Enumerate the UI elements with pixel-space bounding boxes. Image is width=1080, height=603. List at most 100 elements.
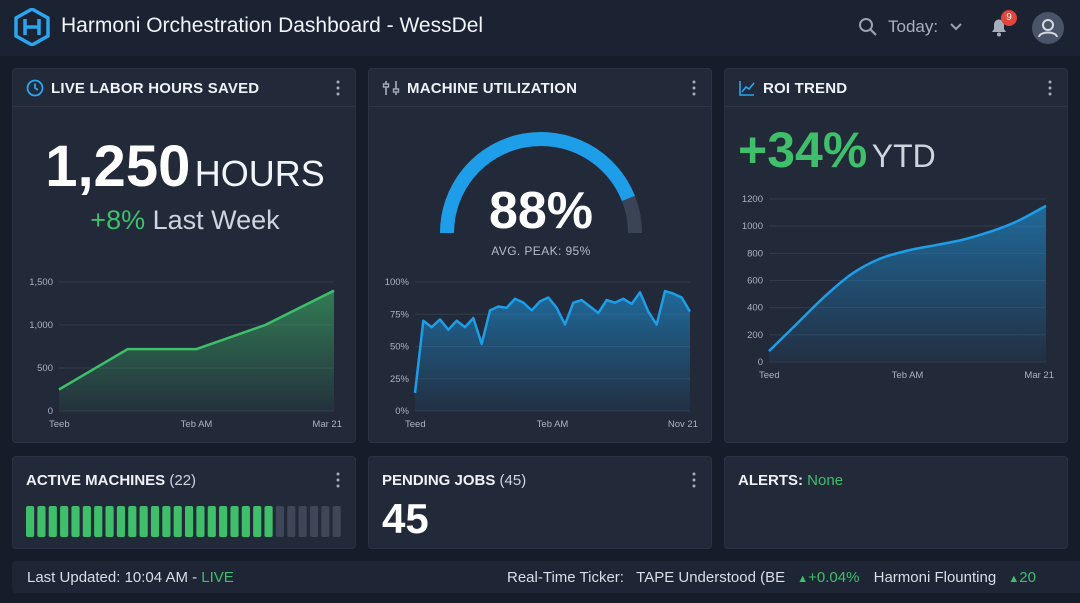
notification-badge: 9 bbox=[1001, 10, 1017, 26]
y-tick-label: 0 bbox=[48, 406, 53, 417]
machine-segment-active bbox=[26, 506, 35, 537]
date-filter[interactable]: Today: bbox=[888, 17, 939, 36]
y-tick-label: 75% bbox=[390, 309, 410, 320]
machine-segment-active bbox=[60, 506, 69, 537]
pending-jobs-value: 45 bbox=[382, 495, 429, 542]
utilization-gauge bbox=[440, 132, 642, 234]
pending-jobs-header: PENDING JOBS (45) bbox=[382, 472, 526, 489]
card-header: MACHINE UTILIZATION bbox=[369, 69, 711, 107]
machine-segment-active bbox=[162, 506, 171, 537]
labor-value-row: 1,250 HOURS bbox=[13, 133, 357, 200]
machine-segment-active bbox=[116, 506, 126, 537]
machine-status-bar bbox=[26, 506, 341, 537]
y-tick-label: 1000 bbox=[742, 221, 763, 232]
roi-suffix: YTD bbox=[871, 138, 936, 174]
labor-hours-card: LIVE LABOR HOURS SAVED 1,250 HOURS +8% L… bbox=[12, 68, 356, 443]
machine-segment-active bbox=[230, 506, 239, 537]
pending-jobs-card: PENDING JOBS (45) 45 bbox=[368, 456, 712, 549]
sliders-icon bbox=[382, 81, 400, 95]
clock-icon bbox=[26, 79, 44, 97]
avatar[interactable] bbox=[1032, 12, 1064, 44]
machine-segment-active bbox=[37, 506, 46, 537]
alerts-header: ALERTS: None bbox=[738, 472, 843, 489]
ticker-item-name: TAPE Understood (BE bbox=[636, 569, 786, 586]
more-options-icon[interactable] bbox=[335, 80, 341, 96]
roi-value-row: +34% YTD bbox=[738, 121, 936, 179]
y-tick-label: 50% bbox=[390, 342, 410, 353]
ticker-up-icon: ▲ bbox=[1008, 573, 1020, 585]
y-tick-label: 1,000 bbox=[29, 320, 53, 331]
ticker-item-change: +0.04% bbox=[808, 569, 860, 586]
card-title: MACHINE UTILIZATION bbox=[407, 80, 578, 97]
series-line bbox=[413, 289, 692, 394]
more-options-icon[interactable] bbox=[691, 80, 697, 96]
machine-segment-idle bbox=[332, 506, 341, 537]
x-tick-label: Nov 21 bbox=[668, 419, 698, 430]
machine-segment-active bbox=[139, 506, 148, 537]
area-fill bbox=[769, 205, 1046, 362]
labor-hours-unit: HOURS bbox=[194, 153, 325, 194]
more-options-icon[interactable] bbox=[335, 472, 341, 488]
machine-segment-active bbox=[241, 506, 250, 537]
card-title: ACTIVE MACHINES bbox=[26, 472, 166, 489]
alerts-card: ALERTS: None bbox=[724, 456, 1068, 549]
y-tick-label: 1,500 bbox=[29, 277, 53, 288]
labor-delta-row: +8% Last Week bbox=[13, 205, 357, 236]
machine-segment-active bbox=[150, 506, 160, 537]
y-tick-label: 25% bbox=[390, 374, 410, 385]
utilization-chart: 0% 25% 50% 75% 100% Teed Teb AM Nov 21 bbox=[385, 277, 698, 430]
y-tick-label: 800 bbox=[747, 248, 763, 259]
x-tick-label: Teed bbox=[405, 419, 426, 430]
machine-segment-active bbox=[196, 506, 205, 537]
machine-segment-active bbox=[207, 506, 216, 537]
pending-jobs-count: (45) bbox=[499, 472, 527, 489]
x-tick-label: Teb AM bbox=[537, 419, 569, 430]
machine-segment-active bbox=[94, 506, 103, 537]
x-tick-label: Teb AM bbox=[181, 419, 213, 430]
ticker-up-icon: ▲ bbox=[797, 573, 809, 585]
status-bar: Last Updated: 10:04 AM - LIVE Real-Time … bbox=[12, 561, 1080, 593]
top-bar: Harmoni Orchestration Dashboard - WessDe… bbox=[0, 0, 1080, 56]
series-line bbox=[768, 204, 1047, 353]
machine-segment-active bbox=[128, 506, 137, 537]
machine-segment-active bbox=[173, 506, 182, 537]
machine-segment-active bbox=[219, 506, 228, 537]
live-indicator: LIVE bbox=[201, 569, 234, 586]
machine-segment-idle bbox=[275, 506, 285, 537]
roi-value: +34% bbox=[738, 122, 868, 178]
area-fill bbox=[59, 290, 334, 411]
y-tick-label: 0% bbox=[395, 406, 409, 417]
labor-delta: +8% bbox=[90, 205, 146, 235]
machine-utilization-card: MACHINE UTILIZATION 88% AVG. PEAK: 95% 0… bbox=[368, 68, 712, 443]
labor-hours-chart: 0 500 1,000 1,500 Teeb Teb AM Mar 21 bbox=[29, 277, 342, 430]
more-options-icon[interactable] bbox=[1047, 80, 1053, 96]
y-tick-label: 0 bbox=[758, 357, 763, 368]
utilization-value: 88% bbox=[488, 182, 594, 240]
card-title: LIVE LABOR HOURS SAVED bbox=[51, 80, 260, 97]
card-header: ROI TREND bbox=[725, 69, 1067, 107]
series-line bbox=[58, 289, 335, 391]
x-tick-label: Teeb bbox=[49, 419, 70, 430]
y-tick-label: 500 bbox=[37, 363, 53, 374]
chevron-down-icon[interactable] bbox=[949, 20, 963, 34]
card-title: ALERTS: bbox=[738, 472, 803, 489]
roi-trend-chart: 0 200 400 600 800 1000 1200 Teed Teb AM Mar 21 bbox=[742, 194, 1054, 381]
more-options-icon[interactable] bbox=[691, 472, 697, 488]
app-title: Harmoni Orchestration Dashboard - WessDe… bbox=[61, 14, 484, 37]
last-updated-label: Last Updated: 10:04 AM - bbox=[27, 569, 198, 586]
ticker-item-name: Harmoni Flounting bbox=[873, 569, 997, 586]
ticker-item-change: 20 bbox=[1019, 569, 1036, 586]
machine-segment-active bbox=[82, 506, 91, 537]
x-tick-label: Teb AM bbox=[892, 370, 924, 381]
y-tick-label: 200 bbox=[747, 330, 763, 341]
ticker-label: Real-Time Ticker: bbox=[507, 569, 624, 586]
machine-segment-idle bbox=[321, 506, 330, 537]
alerts-status: None bbox=[807, 472, 844, 489]
search-icon[interactable] bbox=[858, 17, 878, 37]
last-updated: Last Updated: 10:04 AM - LIVE bbox=[27, 569, 234, 586]
machine-segment-active bbox=[185, 506, 194, 537]
card-header: LIVE LABOR HOURS SAVED bbox=[13, 69, 355, 107]
active-machines-header: ACTIVE MACHINES (22) bbox=[26, 472, 196, 489]
machine-segment-active bbox=[253, 506, 262, 537]
real-time-ticker: Real-Time Ticker: TAPE Understood (BE ▲+… bbox=[507, 569, 1080, 586]
